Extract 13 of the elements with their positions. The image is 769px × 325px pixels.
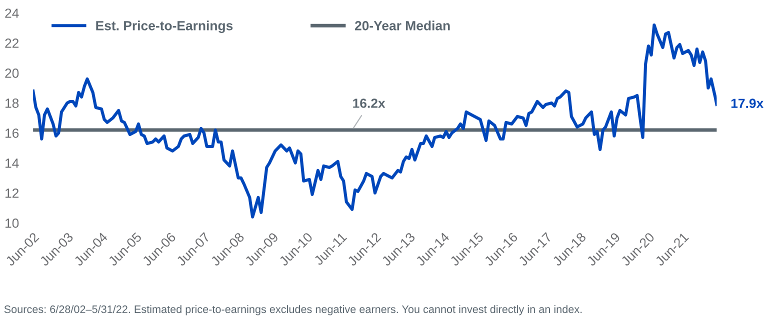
y-tick-label: 18 — [6, 98, 19, 108]
y-tick-label: 12 — [6, 188, 19, 198]
y-tick-label: 20 — [5, 68, 19, 78]
annotation: 17.9x — [731, 98, 764, 108]
y-tick-label: 16 — [6, 128, 19, 138]
y-tick-label: 24 — [5, 8, 19, 18]
y-tick-label: 22 — [5, 38, 19, 48]
legend-label: Est. Price-to-Earnings — [96, 20, 233, 34]
y-tick-label: 14 — [6, 158, 19, 168]
legend-label: 20-Year Median — [354, 20, 450, 30]
annotation: 16.2x — [353, 98, 386, 108]
y-tick-label: 10 — [6, 218, 19, 228]
source-note: Sources: 6/28/02–5/31/22. Estimated price-to-earnings excludes negative earners. You cannot invest directly in an index. — [4, 305, 582, 316]
